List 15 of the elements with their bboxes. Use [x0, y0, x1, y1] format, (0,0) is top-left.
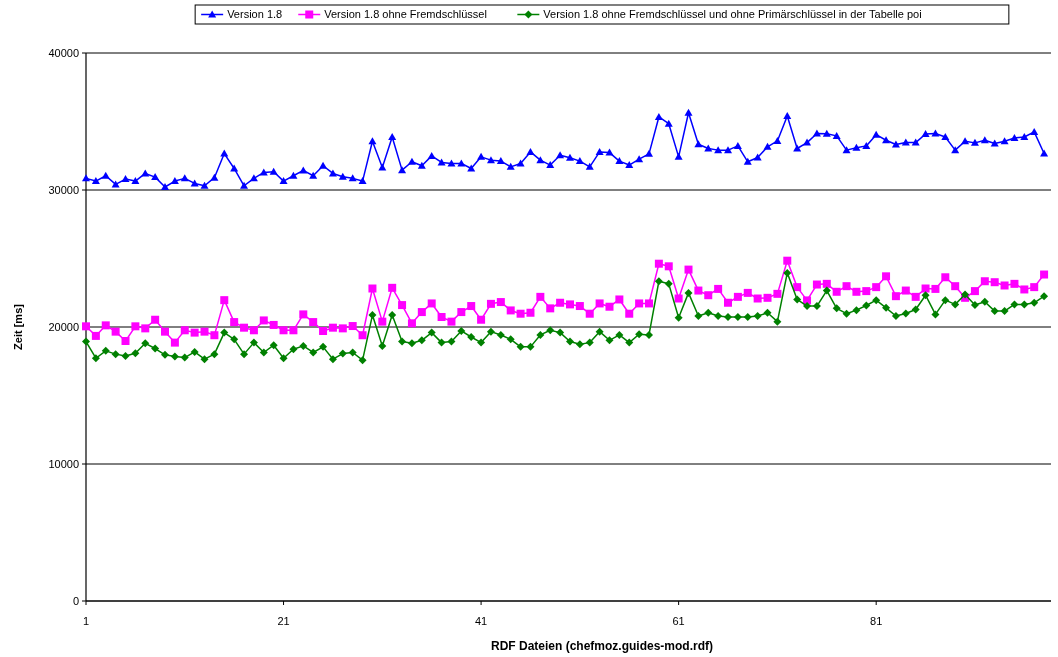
- x-axis-title: RDF Dateien (chefmoz.guides-mod.rdf): [490, 639, 714, 653]
- x-tick-label: 41: [474, 615, 488, 627]
- y-tick-label: 30000: [48, 184, 79, 196]
- x-tick-label: 21: [277, 615, 290, 627]
- y-tick-label: 20000: [48, 321, 79, 333]
- y-tick-label: 40000: [48, 47, 79, 59]
- legend-label: Version 1.8 ohne Fremdschlüssel und ohne Primärschlüssel in der Tabelle poi: [543, 8, 922, 20]
- y-tick-label: 0: [72, 595, 79, 607]
- y-axis-title: Zeit [ms]: [12, 303, 24, 350]
- x-tick-label: 81: [870, 615, 883, 627]
- legend-label: Version 1.8: [227, 8, 283, 20]
- legend-label: Version 1.8 ohne Fremdschlüssel: [324, 8, 487, 20]
- y-tick-label: 10000: [48, 458, 79, 470]
- x-tick-label: 61: [672, 615, 685, 627]
- x-tick-label: 1: [82, 615, 90, 627]
